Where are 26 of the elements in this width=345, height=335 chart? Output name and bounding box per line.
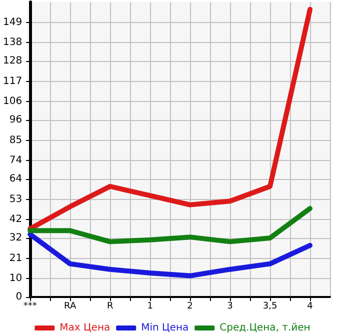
y-tick-label: 117: [2, 76, 22, 87]
legend-label: Min Цена: [141, 322, 189, 334]
y-tick-label: 53: [9, 194, 22, 205]
y-tick-label: 149: [2, 16, 22, 28]
x-tick-label: 4: [307, 302, 314, 312]
y-tick-label: 74: [9, 155, 22, 166]
legend-label: Max Цена: [60, 322, 110, 334]
legend-label: Сред.Цена, т.йен: [220, 322, 310, 334]
x-tick-label: 2: [187, 302, 193, 312]
y-tick-label: 0: [16, 292, 22, 302]
y-tick-label: 21: [9, 252, 22, 264]
x-tick-label: 3,5: [262, 302, 278, 312]
y-tick-label: 10: [9, 273, 22, 284]
y-tick-label: 32: [9, 232, 22, 244]
y-tick-label: 128: [2, 56, 22, 66]
y-tick-label: 96: [9, 114, 22, 126]
y-tick-label: 42: [9, 214, 22, 226]
x-tick-label: RA: [64, 302, 77, 312]
y-tick-label: 85: [9, 134, 22, 146]
y-tick-label: 64: [9, 174, 22, 184]
y-tick-label: 106: [2, 96, 22, 108]
x-tick-label: 3: [227, 302, 233, 312]
x-tick-label: R: [106, 302, 114, 312]
y-tick-label: 138: [2, 37, 22, 48]
x-tick-label: 1: [147, 302, 153, 312]
x-tick-label: ***: [23, 302, 38, 312]
